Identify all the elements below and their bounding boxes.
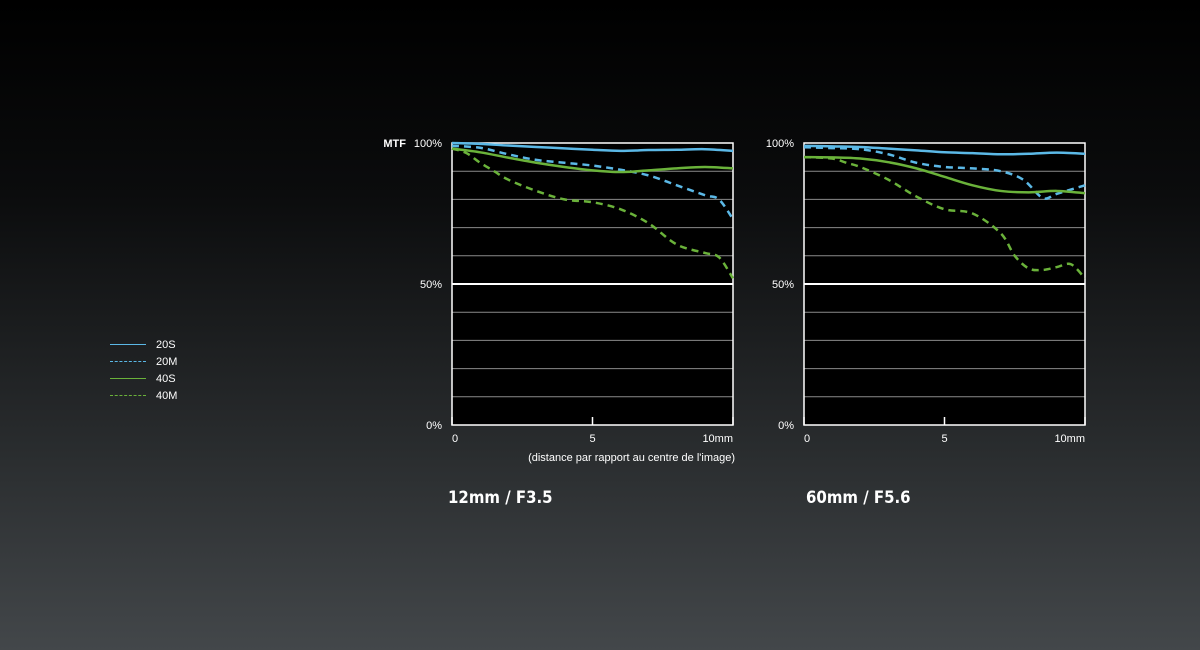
legend-label: 40M [156, 389, 178, 402]
x-tick-label: 10mm [1054, 433, 1085, 445]
y-tick-label: 0% [426, 420, 442, 432]
legend-item-20m: 20M [110, 353, 177, 370]
series-line-20m [803, 145, 1086, 200]
y-tick-label: 100% [766, 138, 794, 150]
legend: 20S 20M 40S 40M [110, 336, 177, 404]
x-tick-label: 0 [804, 433, 810, 445]
series-line-40m [451, 147, 735, 280]
y-tick-label: 50% [420, 279, 442, 291]
legend-swatch-20s [110, 344, 146, 345]
x-tick-label: 5 [589, 433, 595, 445]
chart-caption-right: 60mm / F5.6 [806, 488, 911, 508]
y-tick-label: 100% [414, 138, 442, 150]
legend-label: 20S [156, 338, 176, 351]
x-tick-label: 10mm [702, 433, 733, 445]
x-tick-label: 0 [452, 433, 458, 445]
series-line-40s [451, 147, 734, 174]
series-line-20s [803, 144, 1086, 156]
legend-item-40s: 40S [110, 370, 177, 387]
legend-label: 40S [156, 372, 176, 385]
y-tick-label: 0% [778, 420, 794, 432]
x-axis-label: (distance par rapport au centre de l'ima… [528, 452, 735, 464]
legend-swatch-20m [110, 361, 146, 362]
legend-label: 20M [156, 355, 178, 368]
legend-item-40m: 40M [110, 387, 177, 404]
y-tick-label: 50% [772, 279, 794, 291]
series-line-40s [803, 155, 1086, 195]
series-line-20m [451, 144, 735, 220]
y-axis-label: MTF [383, 138, 406, 150]
legend-swatch-40s [110, 378, 146, 379]
x-tick-label: 5 [941, 433, 947, 445]
legend-swatch-40m [110, 395, 146, 396]
chart-caption-left: 12mm / F3.5 [448, 488, 553, 508]
series-line-40m [803, 155, 1086, 280]
legend-item-20s: 20S [110, 336, 177, 353]
series-line-20s [451, 141, 734, 153]
